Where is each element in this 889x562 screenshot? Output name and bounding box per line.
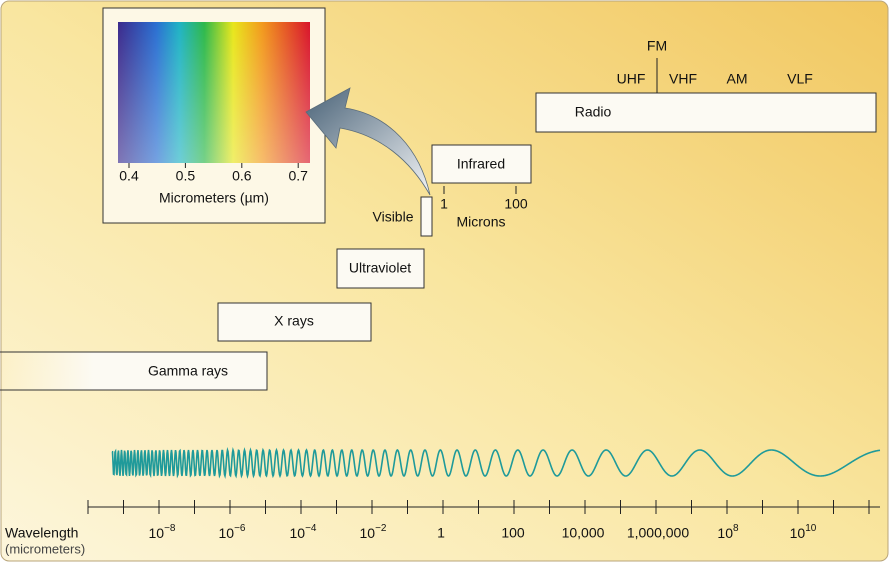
micron-tick-label: 100 (504, 196, 528, 212)
axis-unit: (micrometers) (5, 541, 85, 556)
radio-band (535, 92, 877, 133)
axis-tick-label: 108 (717, 523, 739, 541)
gamma-band-edge (0, 351, 268, 391)
micron-tick-label: 1 (440, 196, 448, 212)
inset-tick-label: 0.7 (288, 168, 308, 184)
radio-sub-label: VLF (787, 71, 813, 87)
tick-exponent: −8 (164, 523, 176, 534)
inset-tick-label: 0.5 (176, 168, 196, 184)
inset: 0.4 0.5 0.6 0.7 Micrometers (µm) (102, 7, 326, 224)
axis-tick-label: 1010 (790, 523, 817, 541)
tick-exponent: −6 (234, 523, 246, 534)
radio-sub-label: VHF (669, 71, 697, 87)
axis-tick-label: 10−4 (290, 523, 317, 541)
axis-tick-label: 100 (501, 525, 525, 541)
tick-exponent: 10 (805, 523, 817, 534)
visible-band (420, 196, 433, 237)
xray-band (217, 302, 372, 342)
tick-base: 10 (717, 525, 733, 541)
gamma-band (0, 352, 267, 390)
wave (111, 446, 881, 479)
radio-sub-label: AM (727, 71, 748, 87)
axis-tick-label: 1 (437, 525, 445, 541)
radio-sub-label: FM (647, 38, 667, 54)
band-label: Gamma rays (148, 363, 228, 379)
band-label: Radio (575, 104, 612, 120)
tick-exponent: −4 (305, 523, 317, 534)
axis-tick-label: 10−8 (149, 523, 176, 541)
axis-tick-label: 10−6 (219, 523, 246, 541)
tick-exponent: −2 (375, 523, 387, 534)
axis-tick-label: 10,000 (562, 525, 605, 541)
zoom-arrow (305, 87, 431, 196)
inset-axis-label: Micrometers (µm) (159, 190, 269, 206)
tick-base: 10 (360, 525, 376, 541)
inset-tick-label: 0.4 (119, 168, 139, 184)
band-label: X rays (274, 313, 314, 329)
infrared-band (431, 144, 532, 184)
inset-tick-label: 0.6 (232, 168, 252, 184)
tick-base: 10 (290, 525, 306, 541)
axis-title: Wavelength (5, 525, 78, 541)
ultraviolet-band (336, 248, 425, 289)
axis-tick-label: 10−2 (360, 523, 387, 541)
tick-base: 10 (149, 525, 165, 541)
tick-base: 10 (219, 525, 235, 541)
axis-tick-label: 1,000,000 (627, 525, 689, 541)
tick-exponent: 8 (733, 523, 739, 534)
band-label: Infrared (457, 156, 505, 172)
radio-sub-label: UHF (617, 71, 646, 87)
micron-unit: Microns (456, 214, 505, 230)
band-label: Ultraviolet (349, 260, 411, 276)
tick-base: 10 (790, 525, 806, 541)
spectrum-shade (118, 22, 310, 163)
band-label: Visible (373, 209, 414, 225)
